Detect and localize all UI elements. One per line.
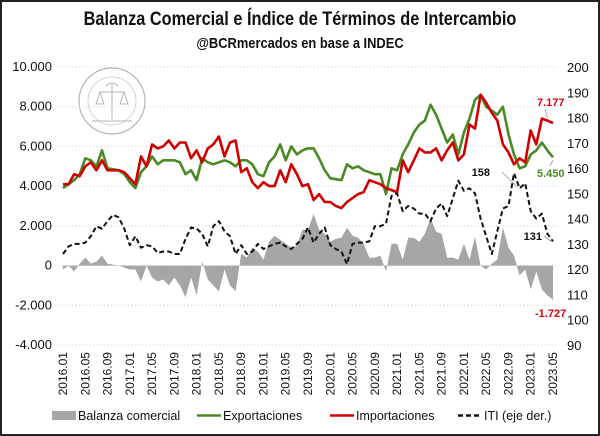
annotation-label: -1.727	[535, 308, 566, 320]
x-tick-label: 2020.05	[346, 352, 360, 396]
annotation-leader-line	[543, 235, 552, 242]
chart-title: Balanza Comercial e Índice de Términos d…	[84, 7, 517, 30]
y-left-tick-label: 6.000	[19, 138, 52, 153]
annotations: 7.177 5.450 -1.727 158 131	[472, 97, 567, 320]
y-right-tick-label: 170	[567, 136, 589, 151]
x-tick-label: 2019.09	[301, 352, 315, 396]
annotation-leader-line	[544, 108, 548, 118]
y-left-tick-label: 0	[45, 258, 52, 273]
y-right-tick-label: 160	[567, 161, 589, 176]
x-tick-label: 2019.01	[256, 352, 270, 396]
legend-label: Balanza comercial	[78, 409, 180, 423]
bcr-logo	[78, 67, 146, 135]
x-tick-label: 2016.09	[101, 352, 115, 396]
x-tick-label: 2018.05	[212, 352, 226, 396]
y-right-tick-label: 90	[567, 338, 581, 353]
y-left-tick-label: 2.000	[19, 218, 52, 233]
x-tick-label: 2022.05	[479, 352, 493, 396]
y-right-tick-label: 130	[567, 237, 589, 252]
annotation-leader-line	[549, 160, 554, 167]
annotation-label: 158	[472, 167, 490, 179]
y-left-tick-label: 4.000	[19, 178, 52, 193]
legend-label: Importaciones	[356, 409, 435, 423]
x-tick-label: 2017.05	[145, 352, 159, 396]
x-tick-label: 2018.01	[190, 352, 204, 396]
exportaciones-line	[62, 93, 555, 196]
y-right-tick-label: 150	[567, 186, 589, 201]
legend-label: ITI (eje der.)	[484, 409, 551, 423]
x-tick-label: 2022.01	[457, 352, 471, 396]
x-tick-label: 2016.05	[78, 352, 92, 396]
balanza-comercial-area	[63, 213, 553, 300]
y-right-tick-label: 190	[567, 85, 589, 100]
importaciones-line	[63, 93, 554, 210]
annotation-label: 131	[524, 231, 542, 243]
y-axis-left: 10.000 8.000 6.000 4.000 2.000 0 -2.000 -4.000	[12, 59, 52, 352]
x-tick-label: 2023.01	[524, 352, 538, 396]
y-right-tick-label: 100	[567, 313, 589, 328]
title-group: Balanza Comercial e Índice de Términos d…	[84, 7, 517, 51]
y-left-tick-label: -4.000	[15, 337, 52, 352]
x-tick-label: 2022.09	[501, 352, 515, 396]
x-tick-label: 2020.01	[323, 352, 337, 396]
x-tick-label: 2021.09	[435, 352, 449, 396]
x-tick-label: 2017.01	[123, 352, 137, 396]
x-tick-label: 2020.09	[368, 352, 382, 396]
y-right-tick-label: 180	[567, 111, 589, 126]
annotation-label: 7.177	[537, 97, 565, 109]
y-right-tick-label: 110	[567, 287, 588, 302]
y-left-tick-label: 10.000	[12, 59, 52, 74]
x-tick-label: 2023.05	[546, 352, 560, 396]
annotation-leader-line	[501, 171, 518, 188]
x-axis: 2016.01 2016.05 2016.09 2017.01 2017.05 2017.…	[56, 352, 560, 396]
legend: Balanza comercial Exportaciones Importacio…	[52, 409, 551, 423]
x-tick-label: 2021.01	[390, 352, 404, 396]
legend-swatch-balanza	[52, 411, 76, 420]
y-left-tick-label: -2.000	[15, 297, 52, 312]
x-tick-label: 2016.01	[56, 352, 70, 396]
balanza-area	[63, 213, 553, 300]
gridlines	[58, 66, 558, 346]
y-right-tick-label: 140	[567, 212, 589, 227]
y-right-tick-label: 120	[567, 262, 589, 277]
annotation-label: 5.450	[537, 168, 565, 180]
chart-subtitle: @BCRmercados en base a INDEC	[196, 34, 403, 51]
y-right-tick-label: 200	[567, 60, 589, 75]
x-tick-label: 2021.05	[412, 352, 426, 396]
y-left-tick-label: 8.000	[19, 99, 52, 114]
legend-label: Exportaciones	[223, 409, 302, 423]
x-tick-label: 2017.09	[167, 352, 181, 396]
x-tick-label: 2018.09	[234, 352, 248, 396]
x-tick-label: 2019.05	[279, 352, 293, 396]
series-lines	[62, 93, 555, 266]
y-axis-right: 200 190 180 170 160 150 140 130 120 110 100 90	[567, 60, 589, 353]
